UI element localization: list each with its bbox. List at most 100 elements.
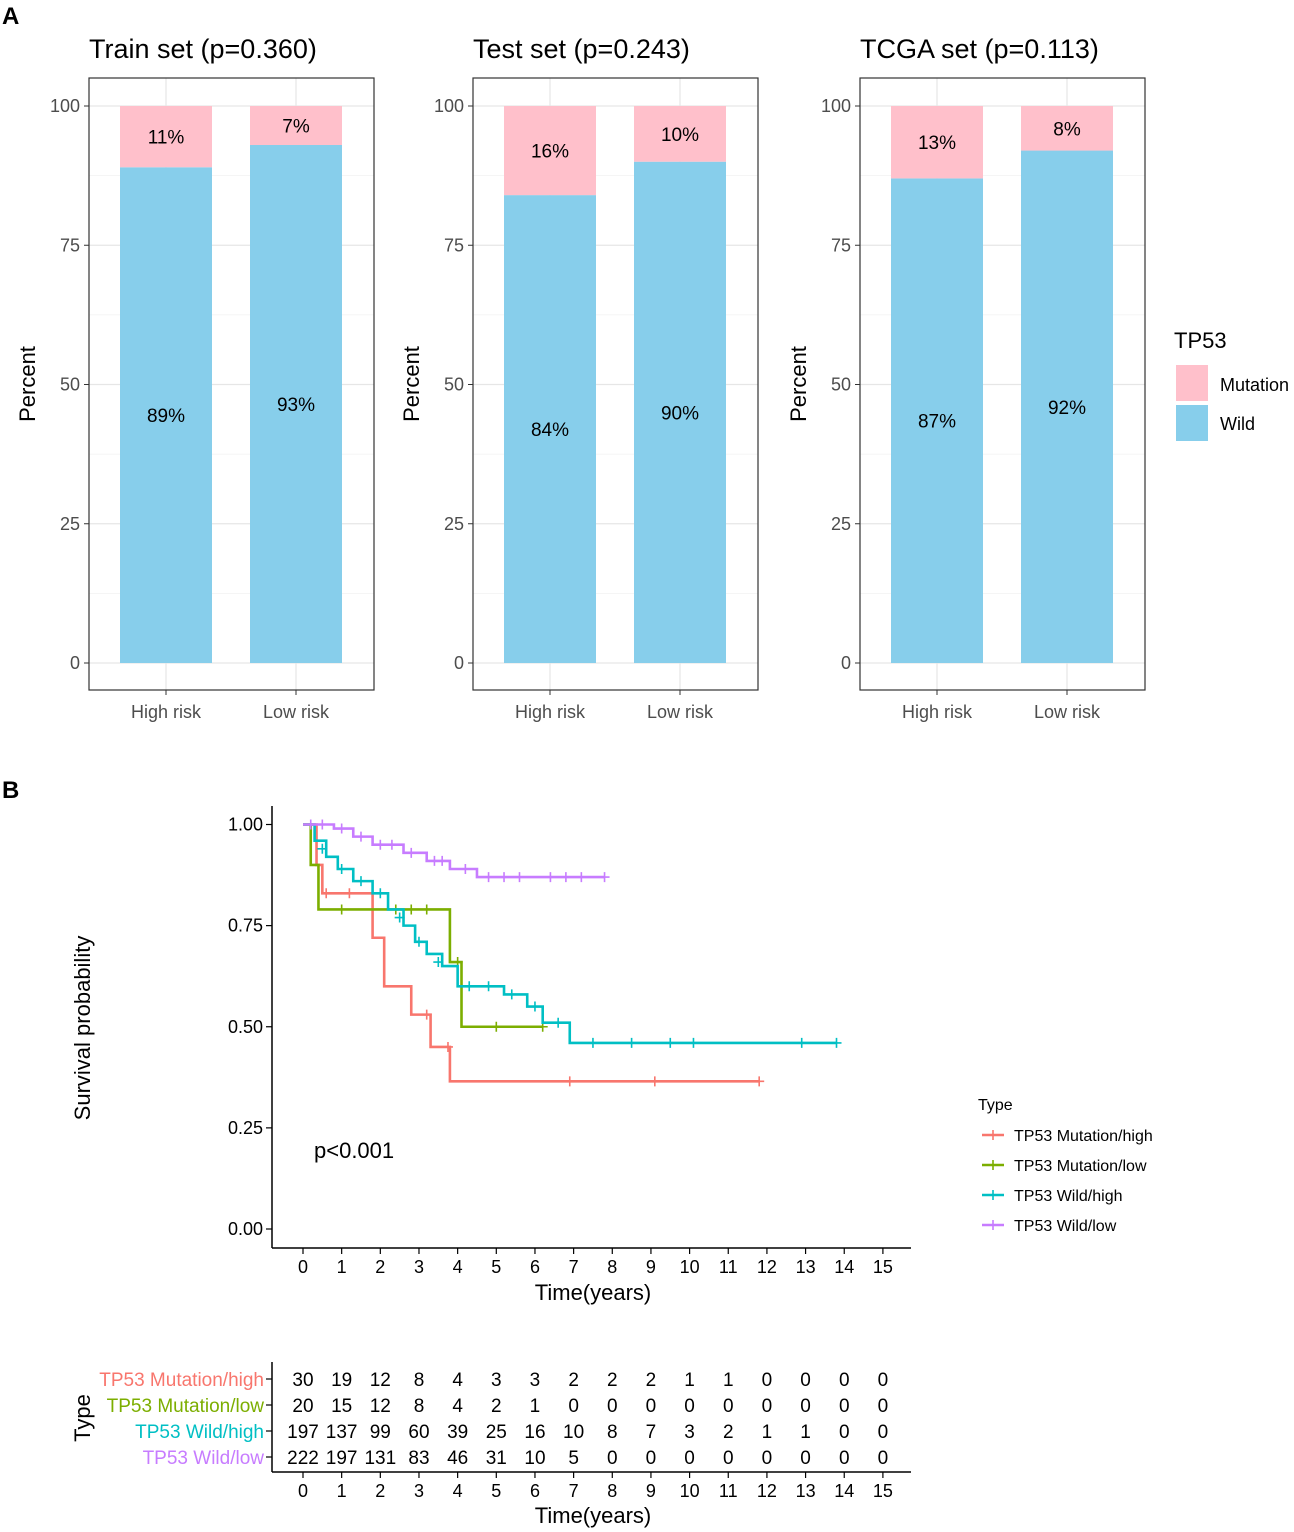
y-tick-label: 25 xyxy=(831,514,851,534)
km-x-tick-label: 0 xyxy=(298,1257,308,1277)
km-legend-label: TP53 Mutation/low xyxy=(1014,1158,1147,1175)
y-axis-title: Percent xyxy=(786,346,811,422)
km-censor-mark xyxy=(564,1076,575,1087)
km-censor-mark xyxy=(599,872,610,883)
y-tick-label: 25 xyxy=(60,514,80,534)
km-censor-mark xyxy=(688,1037,699,1048)
km-x-tick-label: 4 xyxy=(453,1257,463,1277)
y-tick-label: 100 xyxy=(434,96,464,116)
risk-table-cell: 0 xyxy=(878,1396,889,1417)
bar-label-wild: 93% xyxy=(277,395,315,416)
risk-table-cell: 0 xyxy=(723,1396,734,1417)
km-censor-mark xyxy=(506,989,517,1000)
km-legend-label: TP53 Wild/low xyxy=(1014,1218,1117,1235)
risk-table-cell: 0 xyxy=(839,1396,850,1417)
risk-table-cell: 8 xyxy=(607,1422,618,1443)
bar-panels: 89% 11% High risk 93% 7% Low risk 0 25 50 75 100 Tr… xyxy=(15,34,1146,722)
bar-chart-panel: 87% 13% High risk 92% 8% Low risk 0 25 50 75 100 TC… xyxy=(786,34,1146,722)
km-x-tick-label: 12 xyxy=(757,1257,777,1277)
km-curve xyxy=(303,823,543,1029)
risk-table-cell: 0 xyxy=(723,1448,734,1469)
risk-table-cell: 15 xyxy=(331,1396,352,1417)
km-censor-mark xyxy=(553,1017,564,1028)
km-censor-mark xyxy=(831,1037,842,1048)
km-y-tick-label: 1.00 xyxy=(228,815,263,835)
risk-table-cell: 0 xyxy=(762,1370,773,1391)
y-tick-label: 75 xyxy=(60,235,80,255)
risk-table-cell: 0 xyxy=(878,1370,889,1391)
risk-table-cell: 2 xyxy=(491,1396,502,1417)
risk-table-cell: 0 xyxy=(800,1370,811,1391)
risk-table-cell: 16 xyxy=(524,1422,545,1443)
risk-table-cell: 99 xyxy=(370,1422,391,1443)
y-tick-label: 25 xyxy=(444,514,464,534)
x-tick-label: Low risk xyxy=(647,702,714,722)
x-tick-label: High risk xyxy=(902,702,973,722)
y-tick-label: 50 xyxy=(444,375,464,395)
km-y-tick-label: 0.50 xyxy=(228,1017,263,1037)
risk-table-cell: 1 xyxy=(684,1370,695,1391)
risk-table-cell: 8 xyxy=(414,1396,425,1417)
tp53-legend: TP53 Mutation Wild xyxy=(1174,328,1289,441)
risk-table-cell: 2 xyxy=(607,1370,618,1391)
bar-label-wild: 92% xyxy=(1048,398,1086,419)
km-censor-mark xyxy=(529,1001,540,1012)
km-censor-mark xyxy=(665,1037,676,1048)
y-tick-label: 0 xyxy=(454,653,464,673)
risk-table-row-label: TP53 Mutation/low xyxy=(107,1396,265,1417)
bar-label-wild: 90% xyxy=(661,403,699,424)
bar-label-mutation: 11% xyxy=(148,128,185,149)
risk-table-cell: 2 xyxy=(646,1370,657,1391)
km-censor-mark xyxy=(406,904,417,915)
x-tick-label: Low risk xyxy=(263,702,330,722)
km-censor-mark xyxy=(394,912,405,923)
km-censor-mark xyxy=(375,888,386,899)
bar-mutation xyxy=(120,106,212,168)
risk-table-cell: 3 xyxy=(684,1422,695,1443)
risk-table-cell: 0 xyxy=(684,1448,695,1469)
risk-table-cell: 0 xyxy=(878,1422,889,1443)
km-survival-plot: Survival probability Time(years) p<0.001… xyxy=(70,806,911,1305)
km-censor-mark xyxy=(375,839,386,850)
km-x-tick-label: 1 xyxy=(337,1257,347,1277)
risk-table-x-tick-label: 14 xyxy=(834,1481,854,1501)
x-tick-label: High risk xyxy=(131,702,202,722)
bar-wild xyxy=(250,144,342,664)
y-tick-label: 75 xyxy=(831,235,851,255)
km-censor-mark xyxy=(344,888,355,899)
risk-table-cell: 2 xyxy=(568,1370,579,1391)
bar-wild xyxy=(504,195,596,663)
km-x-tick-label: 10 xyxy=(680,1257,700,1277)
risk-table-cell: 0 xyxy=(646,1396,657,1417)
risk-table-x-tick-label: 11 xyxy=(719,1481,738,1501)
km-x-tick-label: 15 xyxy=(873,1257,893,1277)
risk-table-cell: 222 xyxy=(287,1448,319,1469)
risk-table-cell: 0 xyxy=(762,1396,773,1417)
risk-table-cell: 0 xyxy=(646,1448,657,1469)
risk-table-cell: 1 xyxy=(762,1422,773,1443)
km-y-axis-title: Survival probability xyxy=(70,936,95,1121)
risk-table-cell: 0 xyxy=(607,1396,618,1417)
risk-table-x-title: Time(years) xyxy=(535,1503,652,1528)
mutation-legend-key xyxy=(1176,365,1208,401)
y-tick-label: 100 xyxy=(50,96,80,116)
risk-table: Type Time(years) TP53 Mutation/high 30 19 1… xyxy=(70,1362,911,1528)
bar-mutation xyxy=(634,106,726,162)
risk-table-x-tick-label: 1 xyxy=(337,1481,347,1501)
km-x-tick-label: 13 xyxy=(796,1257,816,1277)
risk-table-cell: 46 xyxy=(447,1448,468,1469)
panel-border xyxy=(88,77,375,691)
km-legend: Type TP53 Mutation/high TP53 Mutation/low… xyxy=(978,1097,1153,1235)
panel-a-label: A xyxy=(2,3,19,30)
risk-table-x-tick-label: 13 xyxy=(796,1481,816,1501)
risk-table-x-tick-label: 3 xyxy=(414,1481,424,1501)
risk-table-cell: 0 xyxy=(607,1448,618,1469)
km-censor-mark xyxy=(413,936,424,947)
x-tick-label: High risk xyxy=(515,702,586,722)
y-tick-label: 0 xyxy=(841,653,851,673)
km-censor-mark xyxy=(649,1076,660,1087)
risk-table-x-tick-label: 6 xyxy=(530,1481,540,1501)
bar-label-mutation: 16% xyxy=(531,142,569,163)
km-censor-mark xyxy=(421,1009,432,1020)
